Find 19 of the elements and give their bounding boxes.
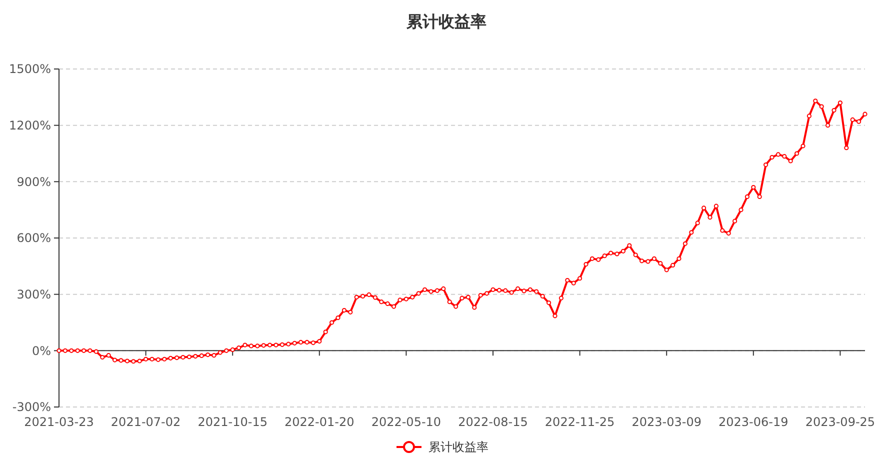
y-tick-label: 600% xyxy=(16,231,51,246)
x-tick-label: 2023-03-09 xyxy=(632,415,702,429)
y-tick-label: 1200% xyxy=(9,118,51,133)
chart-title: 累计收益率 xyxy=(406,12,486,31)
y-tick-label: 1500% xyxy=(9,62,51,76)
x-tick-label: 2021-03-23 xyxy=(24,415,94,429)
legend-label: 累计收益率 xyxy=(428,440,488,454)
x-tick-label: 2022-05-10 xyxy=(371,415,442,429)
x-tick-label: 2022-08-15 xyxy=(458,415,528,429)
x-tick-label: 2022-01-20 xyxy=(284,415,354,429)
x-tick-label: 2023-06-19 xyxy=(718,415,788,429)
y-tick-label: 900% xyxy=(16,174,51,189)
y-tick-label: 300% xyxy=(16,288,51,302)
x-tick-label: 2023-09-25 xyxy=(805,415,876,429)
x-tick-label: 2022-11-25 xyxy=(544,415,615,429)
x-tick-label: 2021-07-02 xyxy=(110,415,181,429)
x-tick-label: 2021-10-15 xyxy=(198,415,268,429)
y-tick-label: -300% xyxy=(12,400,51,414)
y-tick-label: 0% xyxy=(32,344,51,358)
